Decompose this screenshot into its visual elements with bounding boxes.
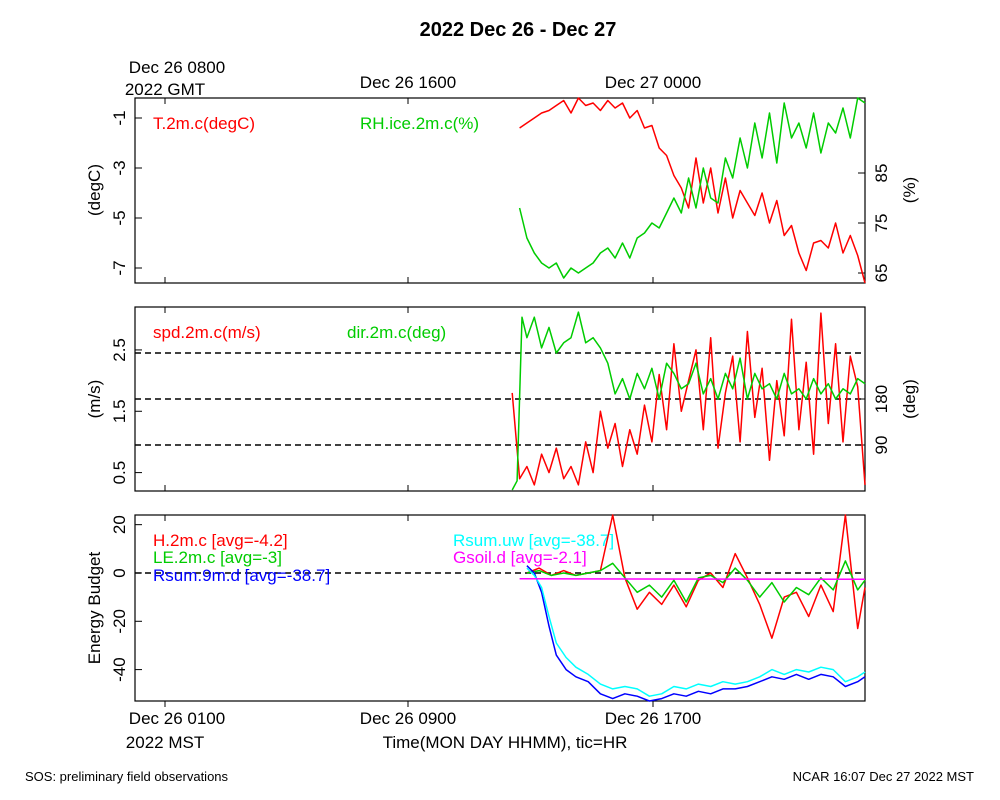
panel1-left-tick-label: -5 — [110, 210, 129, 225]
panel2-right-tick-label: 180 — [872, 385, 891, 413]
bottom-axis-label-1-sub: 2022 MST — [126, 733, 204, 752]
bottom-axis-label-1: Dec 26 0100 — [129, 709, 225, 728]
legend-rsum-9m: Rsum.9m.d [avg=-38.7] — [153, 566, 330, 585]
panel1-ylabel-right: (%) — [900, 177, 919, 203]
panel2-left-tick-label: 1.5 — [110, 399, 129, 423]
panel2-right-tick-label: 90 — [872, 436, 891, 455]
series-line-rh-ice-2m-c- — [518, 97, 866, 279]
panel1-left-tick-label: -3 — [110, 160, 129, 175]
series-line-dir-2m-c-deg- — [511, 311, 866, 491]
panel2-ylabel-right: (deg) — [900, 379, 919, 419]
panel3-ylabel-left: Energy Budget — [85, 551, 104, 664]
series-line-rsum-9m-d — [526, 565, 866, 702]
footer-left: SOS: preliminary field observations — [25, 769, 229, 784]
legend-le2m: LE.2m.c [avg=-3] — [153, 548, 282, 567]
legend-t2m: T.2m.c(degC) — [153, 114, 255, 133]
legend-gsoil: Gsoil.d [avg=-2.1] — [453, 548, 587, 567]
series-line-rsum-uw — [526, 567, 866, 697]
legend-dir: dir.2m.c(deg) — [347, 323, 446, 342]
panel3-left-tick-label: 0 — [110, 568, 129, 577]
panel1-ylabel-left: (degC) — [85, 164, 104, 216]
top-axis-label-1: Dec 26 0800 — [129, 58, 225, 77]
footer-right: NCAR 16:07 Dec 27 2022 MST — [793, 769, 974, 784]
legend-rh-ice: RH.ice.2m.c(%) — [360, 114, 479, 133]
panel1-left-tick-label: -1 — [110, 110, 129, 125]
top-axis-label-3: Dec 27 0000 — [605, 73, 701, 92]
bottom-axis-label-3: Dec 26 1700 — [605, 709, 701, 728]
panel1-right-tick-label: 75 — [872, 214, 891, 233]
panel-temperature-frame — [134, 97, 866, 284]
series-line-le-2m-c — [526, 560, 866, 603]
x-axis-title: Time(MON DAY HHMM), tic=HR — [383, 733, 628, 752]
legend-spd: spd.2m.c(m/s) — [153, 323, 261, 342]
chart-title: 2022 Dec 26 - Dec 27 — [420, 19, 617, 41]
series-line-spd-2m-c-m-s- — [511, 312, 866, 486]
legend-h2m: H.2m.c [avg=-4.2] — [153, 531, 288, 550]
panel-energy-frame — [134, 514, 866, 702]
series-line-t-2m-c-degc- — [519, 97, 866, 284]
panel2-left-tick-label: 0.5 — [110, 461, 129, 485]
panel3-left-tick-label: 20 — [110, 515, 129, 534]
panel1-right-tick-label: 85 — [872, 164, 891, 183]
bottom-axis-label-2: Dec 26 0900 — [360, 709, 456, 728]
top-axis-label-2: Dec 26 1600 — [360, 73, 456, 92]
legend-rsum-uw: Rsum.uw [avg=-38.7] — [453, 531, 614, 550]
panel3-left-tick-label: -20 — [110, 609, 129, 634]
panel2-left-tick-label: 2.5 — [110, 338, 129, 362]
panel1-left-tick-label: -7 — [110, 260, 129, 275]
top-axis-label-1-sub: 2022 GMT — [125, 80, 205, 99]
panel1-right-tick-label: 65 — [872, 264, 891, 283]
series-line-gsoil-d — [519, 578, 866, 581]
time-ticks — [164, 98, 654, 707]
panel2-ylabel-left: (m/s) — [85, 380, 104, 419]
panel3-left-tick-label: -40 — [110, 657, 129, 682]
